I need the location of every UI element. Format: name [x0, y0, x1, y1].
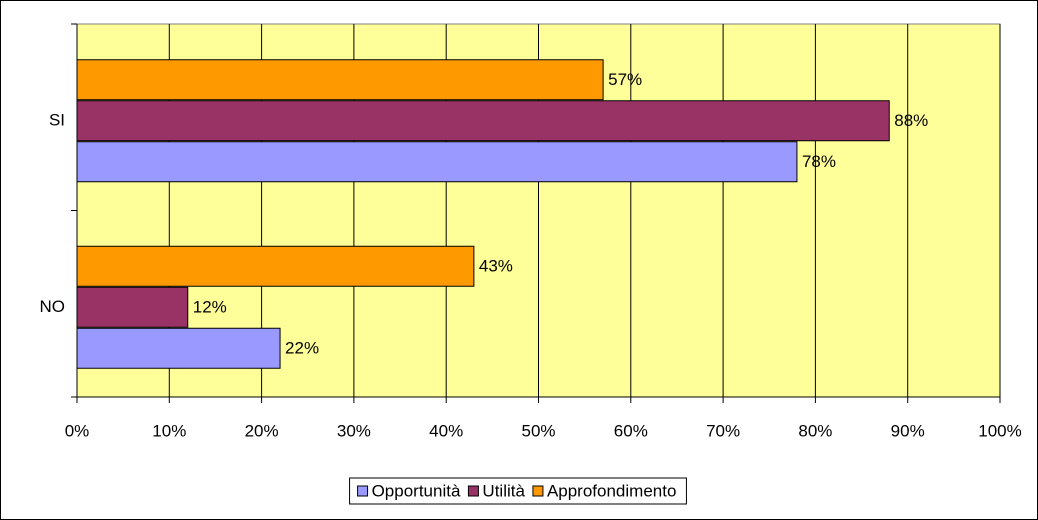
x-tick-label: 80%	[798, 421, 832, 440]
legend-swatch	[467, 485, 479, 497]
value-label: 43%	[479, 257, 513, 276]
legend-swatch	[357, 485, 369, 497]
x-tick-label: 50%	[521, 421, 555, 440]
value-label: 12%	[193, 298, 227, 317]
bar	[76, 141, 798, 183]
bar	[76, 327, 281, 369]
value-label: 88%	[894, 111, 928, 130]
value-label: 78%	[802, 152, 836, 171]
legend-box	[349, 477, 687, 505]
x-tick-label: 0%	[65, 421, 90, 440]
legend-label: Opportunità	[372, 481, 461, 500]
x-tick-label: 100%	[978, 421, 1021, 440]
x-tick-label: 30%	[337, 421, 371, 440]
bar	[76, 100, 890, 142]
x-tick-label: 90%	[891, 421, 925, 440]
legend-label: Utilità	[482, 481, 525, 500]
x-tick-label: 70%	[706, 421, 740, 440]
x-tick-label: 20%	[245, 421, 279, 440]
bar	[76, 286, 189, 328]
value-label: 22%	[285, 339, 319, 358]
x-tick-label: 10%	[152, 421, 186, 440]
x-tick-label: 40%	[429, 421, 463, 440]
bar	[76, 59, 604, 101]
bar	[76, 245, 475, 287]
x-tick-label: 60%	[614, 421, 648, 440]
y-tick-label: NO	[40, 297, 66, 316]
y-tick-label: SI	[49, 111, 65, 130]
value-label: 57%	[608, 70, 642, 89]
legend-swatch	[532, 485, 544, 497]
legend-label: Approfondimento	[547, 481, 676, 500]
